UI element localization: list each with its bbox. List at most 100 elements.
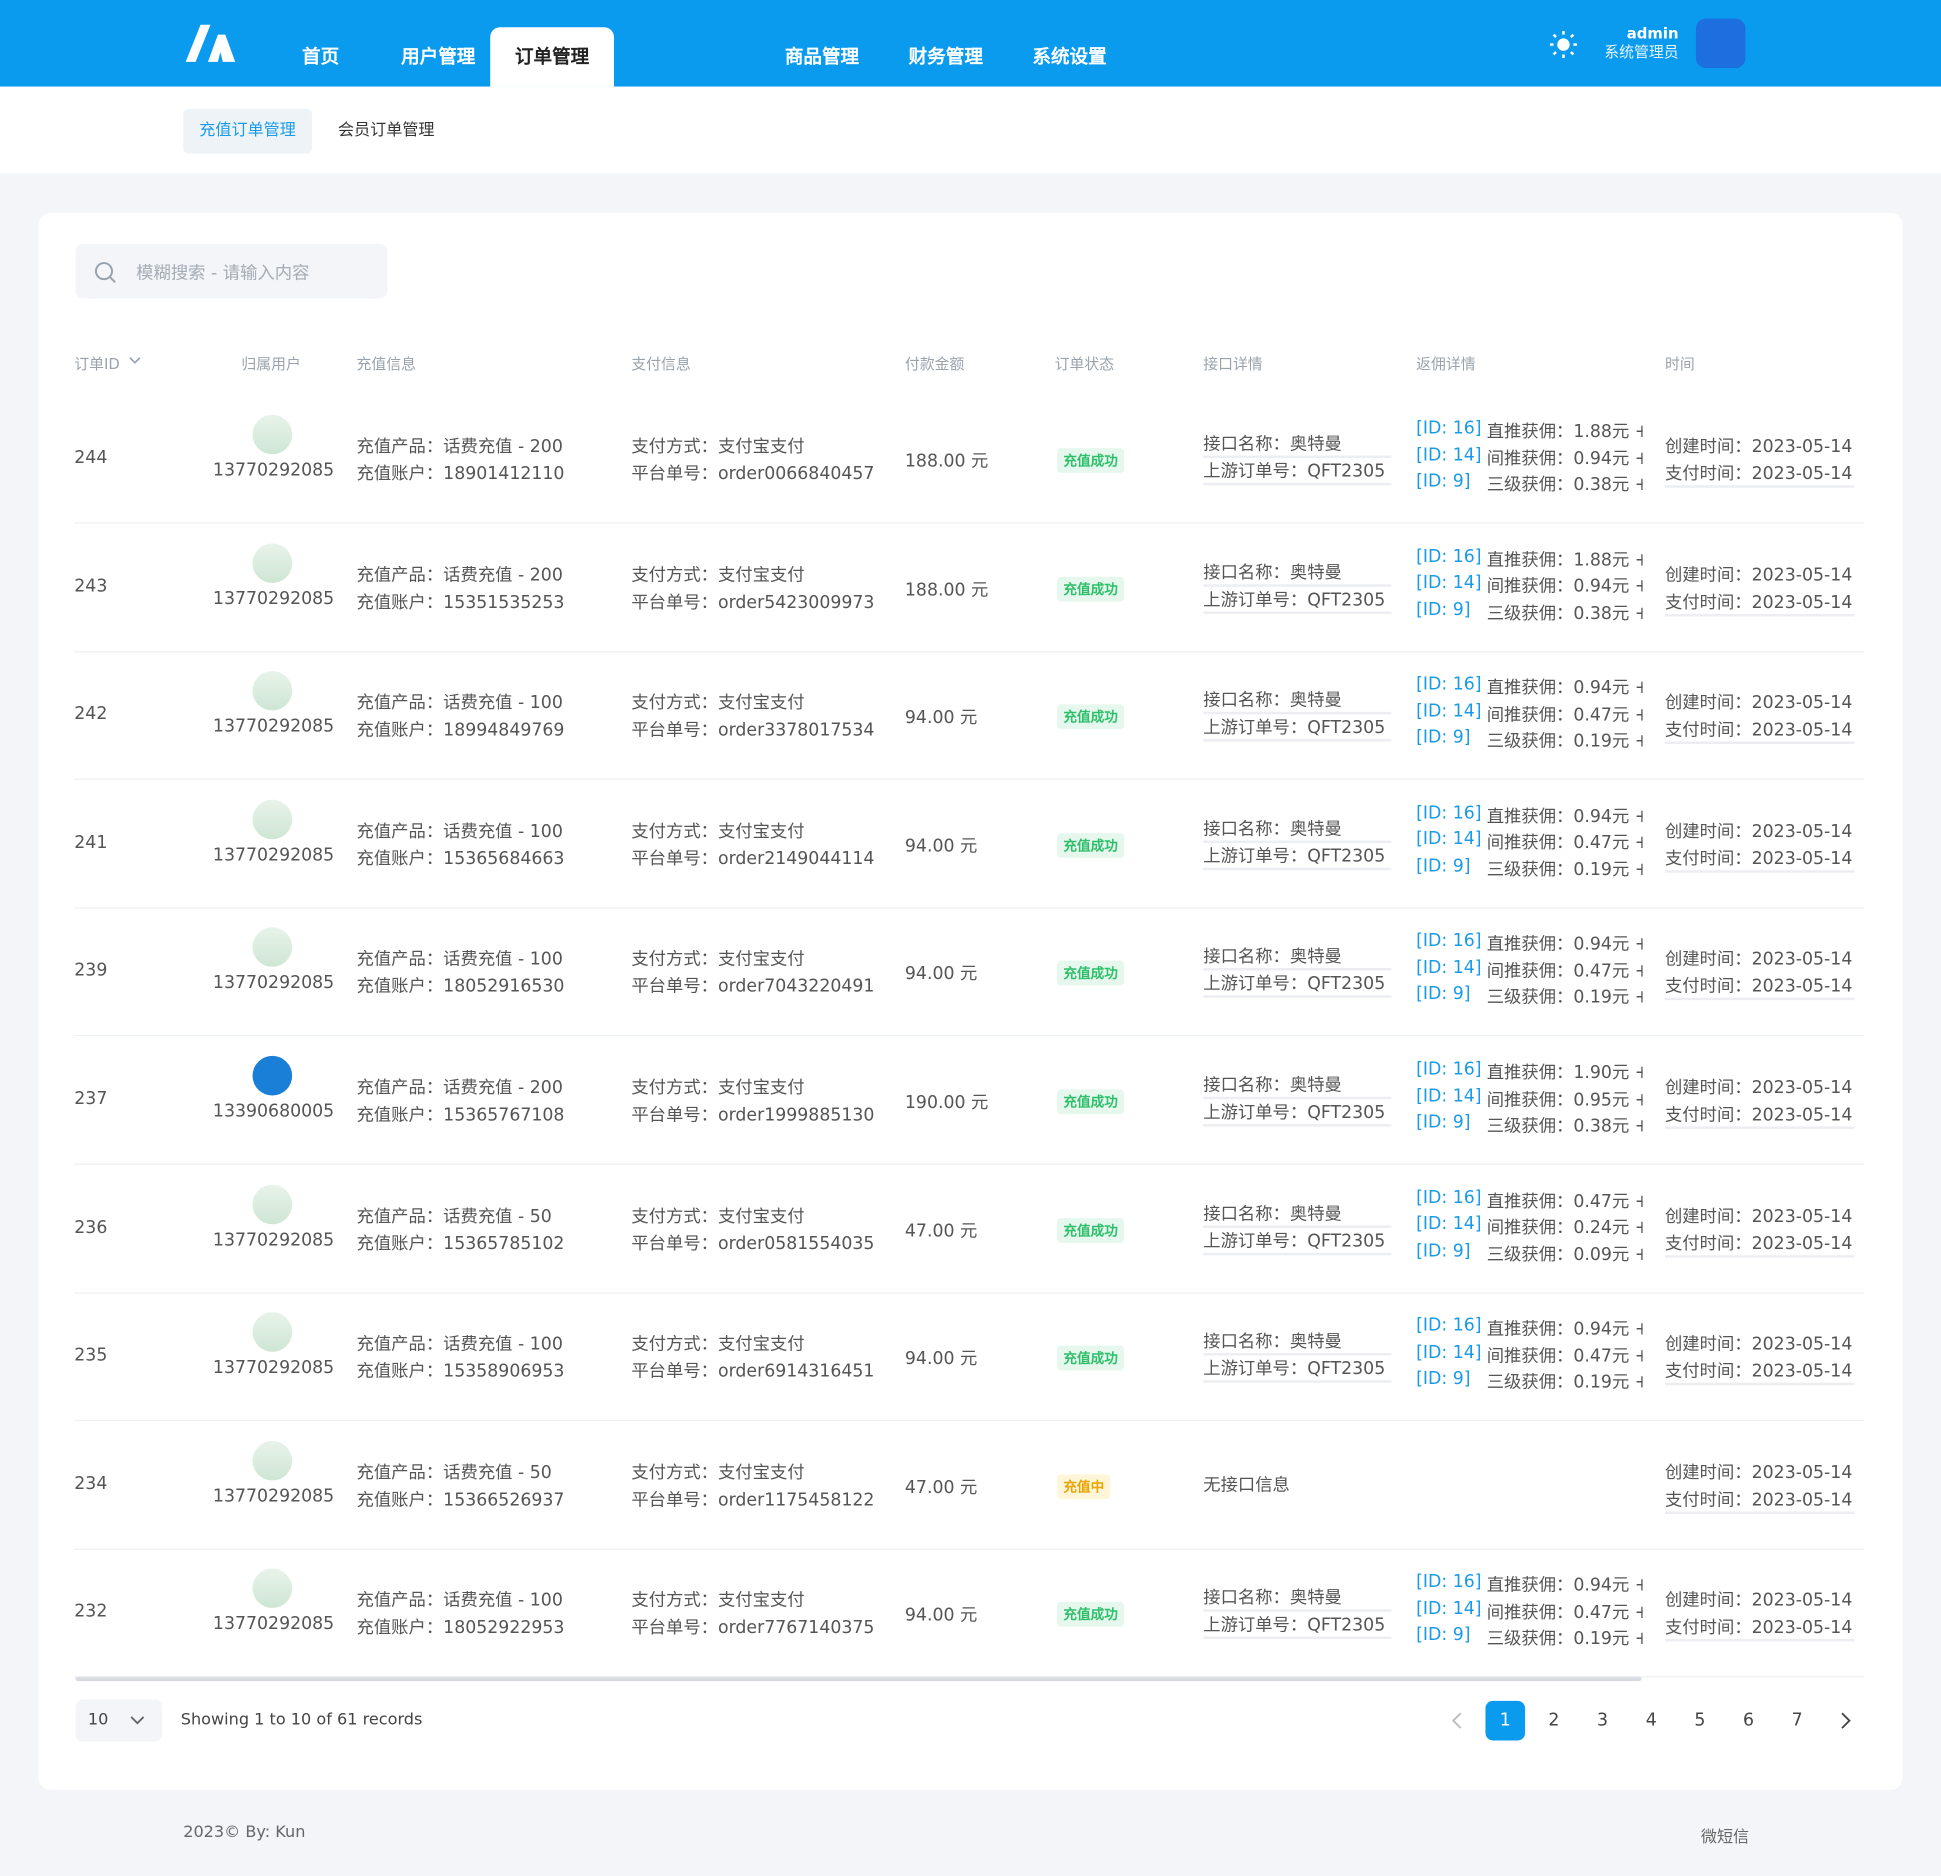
theme-toggle[interactable] — [1549, 30, 1578, 59]
search-icon — [94, 262, 116, 283]
commission-text: 间推获佣：0.47元 + — [1486, 1346, 1643, 1367]
account: 充值账户：15365767108 — [356, 1105, 565, 1126]
interface-line: 上游订单号：QFT2305 — [1203, 1099, 1392, 1127]
order-id: 235 — [74, 1345, 108, 1366]
commission-text: 三级获佣：0.19元 + — [1486, 1373, 1643, 1393]
page-button[interactable]: 7 — [1791, 1710, 1803, 1731]
account: 充值账户：18052922953 — [356, 1618, 565, 1639]
user-phone: 13770292085 — [212, 1358, 335, 1379]
paid-time: 支付时间：2023-05-14 — [1664, 717, 1855, 745]
nav-tab[interactable]: 商品管理 — [784, 45, 860, 69]
commission-text: 间推获佣：0.47元 + — [1486, 833, 1643, 854]
interface-line: 接口名称：奥特曼 — [1203, 1328, 1392, 1356]
column-header: 充值信息 — [356, 355, 416, 373]
commission-text: 间推获佣：0.47元 + — [1486, 1602, 1643, 1623]
sub-tab[interactable]: 充值订单管理 — [183, 108, 312, 154]
user-phone: 13770292085 — [212, 716, 335, 737]
sort-icon[interactable] — [129, 357, 141, 367]
created-time: 创建时间：2023-05-14 — [1664, 436, 1853, 457]
next-page[interactable] — [1837, 1711, 1854, 1731]
commission-id: [ID: 16] — [1416, 803, 1482, 823]
column-header[interactable]: 订单ID — [74, 355, 120, 373]
commission-text: 直推获佣：0.94元 + — [1486, 1576, 1643, 1597]
paid-time: 支付时间：2023-05-14 — [1664, 845, 1855, 873]
pay-method: 支付方式：支付宝支付 — [631, 1206, 805, 1227]
page-size-select[interactable]: 10 — [75, 1699, 163, 1742]
page-button[interactable]: 1 — [1485, 1700, 1526, 1741]
paid-time: 支付时间：2023-05-14 — [1664, 973, 1855, 1001]
product: 充值产品：话费充值 - 200 — [356, 565, 563, 586]
interface-line: 上游订单号：QFT2305 — [1203, 1612, 1392, 1640]
created-time: 创建时间：2023-05-14 — [1664, 565, 1853, 586]
amount: 190.00 元 — [904, 1093, 989, 1113]
table-row: 241 13770292085 充值产品：话费充值 - 100 充值账户：153656… — [74, 780, 1865, 909]
product: 充值产品：话费充值 - 50 — [356, 1462, 552, 1483]
nav-tab[interactable]: 首页 — [302, 45, 340, 69]
amount: 94.00 元 — [904, 708, 978, 729]
prev-page[interactable] — [1448, 1711, 1465, 1731]
paid-time: 支付时间：2023-05-14 — [1664, 1358, 1855, 1386]
account: 充值账户：18052916530 — [356, 977, 565, 997]
product: 充值产品：话费充值 - 50 — [356, 1206, 552, 1227]
user-avatar — [252, 1568, 293, 1609]
column-header: 支付信息 — [631, 355, 691, 373]
scrollbar[interactable] — [75, 1676, 1642, 1682]
amount: 94.00 元 — [904, 836, 978, 857]
commission-text: 三级获佣：0.19元 + — [1486, 731, 1643, 752]
user-phone: 13770292085 — [212, 460, 335, 481]
order-id: 234 — [74, 1474, 108, 1494]
nav-tab[interactable]: 订单管理 — [490, 27, 615, 87]
footer-left: 2023© By: Kun — [183, 1823, 306, 1842]
user-role: 系统管理员 — [1604, 43, 1679, 61]
user-phone: 13770292085 — [212, 973, 335, 994]
interface-line: 接口名称：奥特曼 — [1203, 1585, 1392, 1613]
nav-tab[interactable]: 用户管理 — [401, 45, 476, 69]
order-no: 平台单号：order1999885130 — [631, 1105, 875, 1126]
commission-id: [ID: 16] — [1416, 1187, 1482, 1208]
nav-tab[interactable]: 系统设置 — [1032, 45, 1107, 69]
table-row: 236 13770292085 充值产品：话费充值 - 50 充值账户：1536578… — [74, 1164, 1865, 1294]
order-id: 239 — [74, 961, 108, 981]
search-box[interactable]: 模糊搜索 - 请输入内容 — [75, 243, 388, 299]
order-no: 平台单号：order6914316451 — [631, 1361, 875, 1382]
commission-text: 直推获佣：0.94元 + — [1486, 935, 1643, 955]
user-phone: 13770292085 — [212, 1486, 335, 1507]
pay-method: 支付方式：支付宝支付 — [631, 1462, 805, 1483]
interface-line: 接口名称：奥特曼 — [1203, 559, 1392, 587]
commission-id: [ID: 14] — [1416, 1342, 1482, 1363]
commission-id: [ID: 14] — [1416, 1599, 1482, 1620]
paid-time: 支付时间：2023-05-14 — [1664, 460, 1855, 488]
paid-time: 支付时间：2023-05-14 — [1664, 1102, 1855, 1129]
page-button[interactable]: 2 — [1548, 1710, 1560, 1731]
created-time: 创建时间：2023-05-14 — [1664, 1591, 1853, 1611]
page-button[interactable]: 5 — [1694, 1710, 1706, 1731]
page-button[interactable]: 6 — [1743, 1710, 1755, 1731]
created-time: 创建时间：2023-05-14 — [1664, 693, 1853, 714]
account: 充值账户：15366526937 — [356, 1490, 565, 1510]
order-no: 平台单号：order0581554035 — [631, 1233, 875, 1254]
product: 充值产品：话费充值 - 100 — [356, 1334, 563, 1355]
commission-text: 直推获佣：1.88元 + — [1486, 422, 1643, 442]
created-time: 创建时间：2023-05-14 — [1664, 821, 1853, 842]
commission-id: [ID: 16] — [1416, 931, 1482, 952]
table-row: 242 13770292085 充值产品：话费充值 - 100 充值账户：189948… — [74, 651, 1865, 781]
commission-text: 三级获佣：0.19元 + — [1486, 988, 1643, 1009]
page-button[interactable]: 3 — [1597, 1710, 1609, 1731]
commission-text: 三级获佣：0.38元 + — [1486, 1116, 1643, 1137]
commission-text: 间推获佣：0.24元 + — [1486, 1218, 1643, 1239]
account: 充值账户：15365785102 — [356, 1233, 565, 1254]
commission-id: [ID: 9] — [1416, 728, 1471, 748]
avatar[interactable] — [1695, 18, 1746, 69]
created-time: 创建时间：2023-05-14 — [1664, 1078, 1853, 1099]
user-phone: 13770292085 — [212, 845, 335, 866]
interface-line: 上游订单号：QFT2305 — [1203, 458, 1392, 486]
page-button[interactable]: 4 — [1645, 1710, 1657, 1731]
sub-tab[interactable]: 会员订单管理 — [337, 121, 435, 140]
paid-time: 支付时间：2023-05-14 — [1664, 1230, 1855, 1258]
commission-id: [ID: 14] — [1416, 1086, 1482, 1107]
nav-tab[interactable]: 财务管理 — [908, 45, 983, 69]
commission-text: 直推获佣：0.94元 + — [1486, 1319, 1643, 1340]
interface-line: 上游订单号：QFT2305 — [1203, 843, 1392, 870]
amount: 188.00 元 — [904, 580, 989, 600]
